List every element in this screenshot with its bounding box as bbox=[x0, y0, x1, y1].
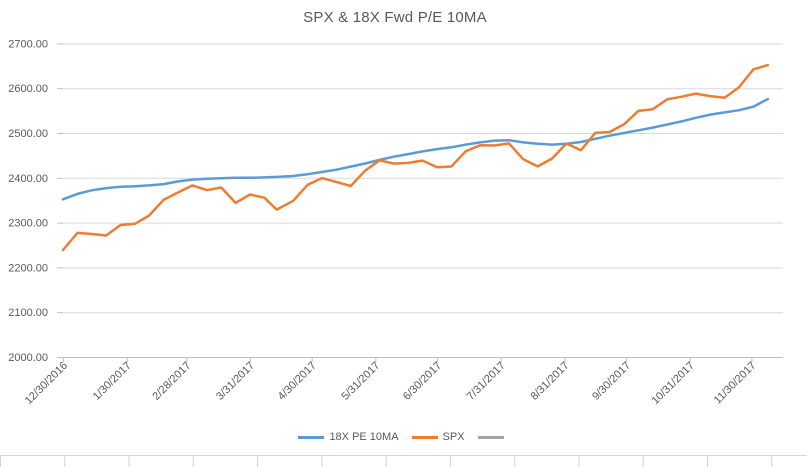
y-axis-tick-label[interactable]: 2600.00 bbox=[8, 83, 48, 95]
y-axis-tick-label[interactable]: 2000.00 bbox=[8, 352, 48, 364]
x-axis-tick-label[interactable]: 4/30/2017 bbox=[276, 360, 319, 403]
legend-swatch-spx bbox=[411, 435, 438, 439]
y-axis-tick-label[interactable]: 2100.00 bbox=[8, 307, 48, 319]
x-axis-tick-label[interactable]: 6/30/2017 bbox=[401, 360, 444, 403]
legend-item-18x-pe-10ma[interactable]: 18X PE 10MA bbox=[298, 431, 399, 443]
series-line-spx[interactable] bbox=[61, 63, 770, 252]
x-axis-tick-label[interactable]: 7/31/2017 bbox=[465, 360, 508, 403]
x-axis-tick-label[interactable]: 1/30/2017 bbox=[91, 360, 134, 403]
series-line-18x-pe-10ma[interactable] bbox=[61, 97, 770, 201]
legend-label-spx: SPX bbox=[442, 431, 465, 443]
x-axis-tick-label[interactable]: 10/31/2017 bbox=[649, 360, 696, 407]
x-axis-tick-label[interactable]: 12/30/2016 bbox=[23, 360, 70, 407]
legend-item-spx[interactable]: SPX bbox=[411, 431, 465, 443]
x-axis-tick-label[interactable]: 8/31/2017 bbox=[528, 360, 571, 403]
legend-label-18x-pe-10ma: 18X PE 10MA bbox=[329, 431, 399, 443]
chart-title[interactable]: SPX & 18X Fwd P/E 10MA bbox=[303, 9, 487, 26]
x-axis-tick-label[interactable]: 2/28/2017 bbox=[150, 360, 193, 403]
y-axis-tick-label[interactable]: 2500.00 bbox=[8, 128, 48, 140]
legend-swatch-unnamed bbox=[477, 435, 504, 439]
y-axis-tick-label[interactable]: 2300.00 bbox=[8, 218, 48, 230]
legend-item-unnamed[interactable] bbox=[477, 435, 509, 439]
x-axis-tick-label[interactable]: 9/30/2017 bbox=[590, 360, 633, 403]
y-axis-tick-label[interactable]: 2200.00 bbox=[8, 262, 48, 274]
legend[interactable]: 18X PE 10MA SPX bbox=[0, 431, 807, 443]
x-axis-tick-label[interactable]: 11/30/2017 bbox=[712, 360, 759, 407]
legend-swatch-18x-pe-10ma bbox=[298, 435, 325, 439]
x-axis-tick-label[interactable]: 3/31/2017 bbox=[214, 360, 257, 403]
y-axis-tick-label[interactable]: 2700.00 bbox=[8, 38, 48, 50]
x-axis-tick-label[interactable]: 5/31/2017 bbox=[339, 360, 382, 403]
y-axis-tick-label[interactable]: 2400.00 bbox=[8, 173, 48, 185]
